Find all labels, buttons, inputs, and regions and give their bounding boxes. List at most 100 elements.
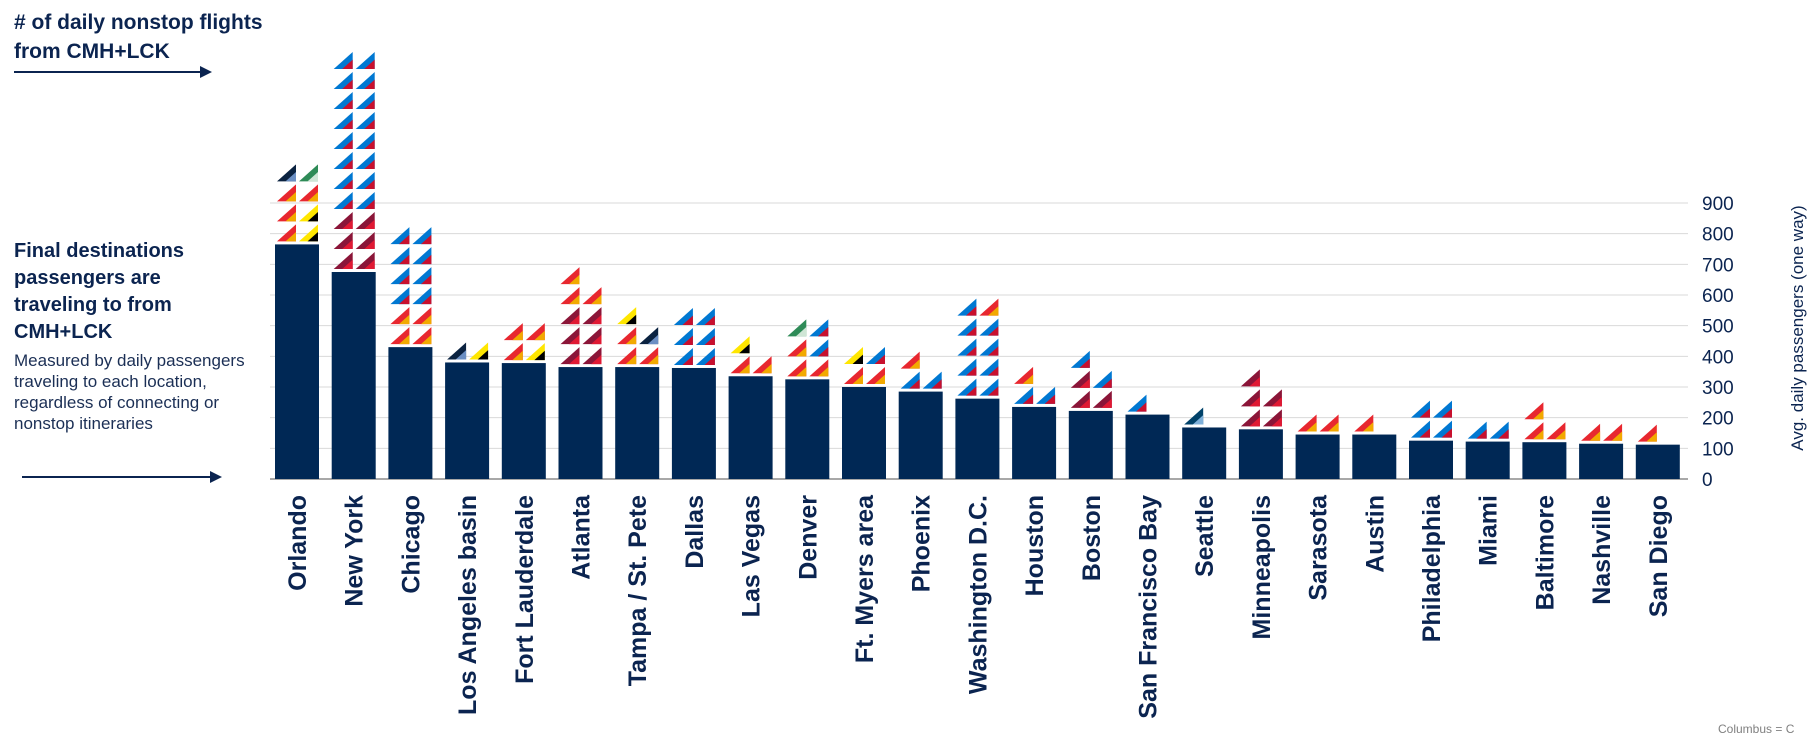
spirit-tail-icon <box>617 307 637 325</box>
southwest-tail-icon <box>730 356 750 374</box>
delta-tail-icon <box>355 232 375 249</box>
y-tick-label: 600 <box>1702 286 1734 307</box>
southwest-tail-icon <box>390 327 410 345</box>
delta-tail-icon <box>1092 390 1112 408</box>
american-tail-icon <box>922 371 942 389</box>
american-tail-icon <box>355 172 375 189</box>
southwest-tail-icon <box>979 298 999 316</box>
southwest-tail-icon <box>1014 366 1034 384</box>
southwest-tail-icon <box>1524 422 1544 440</box>
nonstop-flight-icons <box>277 52 1657 442</box>
american-tail-icon <box>1014 386 1034 404</box>
american-tail-icon <box>957 358 977 376</box>
southwest-tail-icon <box>787 339 807 357</box>
american-tail-icon <box>673 327 693 345</box>
x-tick-label: Tampa / St. Pete <box>624 495 652 686</box>
bar <box>898 391 943 479</box>
frontier-tail-icon <box>787 319 807 337</box>
x-tick-label: Atlanta <box>568 494 596 580</box>
southwest-tail-icon <box>503 323 523 341</box>
southwest-tail-icon <box>560 287 580 305</box>
bar <box>1465 441 1510 479</box>
spirit-tail-icon <box>299 204 318 222</box>
x-tick-label: San Francisco Bay <box>1135 495 1163 719</box>
x-tick-label: Seattle <box>1191 495 1219 577</box>
southwest-tail-icon <box>1354 414 1374 432</box>
bar <box>558 367 603 479</box>
southwest-tail-icon <box>866 367 885 384</box>
y-tick-label: 900 <box>1702 194 1734 215</box>
american-tail-icon <box>355 52 375 69</box>
southwest-tail-icon <box>582 287 602 305</box>
southwest-tail-icon <box>299 184 318 202</box>
nonstop-arrow-line <box>14 71 204 73</box>
spirit-tail-icon <box>730 336 750 354</box>
bar <box>1012 406 1057 479</box>
american-tail-icon <box>695 347 715 365</box>
american-tail-icon <box>979 318 999 336</box>
frontier-tail-icon <box>299 164 318 182</box>
american-tail-icon <box>1411 420 1430 438</box>
x-tick-label: Sarasota <box>1305 494 1333 601</box>
american-tail-icon <box>1489 421 1509 439</box>
delta-tail-icon <box>1262 409 1282 427</box>
southwest-tail-icon <box>1546 422 1566 440</box>
southwest-tail-icon <box>390 307 410 325</box>
y-tick-label: 700 <box>1702 255 1734 276</box>
american-tail-icon <box>957 298 977 316</box>
american-tail-icon <box>957 338 977 356</box>
bar <box>445 362 490 479</box>
american-tail-icon <box>412 227 432 245</box>
american-tail-icon <box>355 132 375 149</box>
bars <box>275 244 1680 479</box>
delta-tail-icon <box>333 252 353 269</box>
southwest-tail-icon <box>787 359 807 377</box>
delta-tail-icon <box>1240 389 1260 407</box>
delta-tail-icon <box>582 347 602 365</box>
american-tail-icon <box>809 319 829 337</box>
southwest-tail-icon <box>1581 423 1601 441</box>
american-tail-icon <box>1127 394 1147 412</box>
united-tail-icon <box>447 342 467 360</box>
x-tick-label: Boston <box>1078 495 1106 581</box>
spirit-tail-icon <box>469 342 489 360</box>
southwest-tail-icon <box>1603 423 1623 441</box>
bar <box>388 347 433 479</box>
y-tick-label: 400 <box>1702 347 1734 368</box>
y-tick-label: 0 <box>1702 470 1713 491</box>
southwest-tail-icon <box>639 347 659 365</box>
american-tail-icon <box>979 378 999 396</box>
final-destinations-legend: Final destinations passengers are travel… <box>14 238 249 434</box>
y-tick-label: 200 <box>1702 409 1734 430</box>
american-tail-icon <box>333 112 353 129</box>
bar <box>1409 440 1453 479</box>
american-tail-icon <box>695 327 715 345</box>
delta-tail-icon <box>355 212 375 229</box>
x-tick-label: Houston <box>1021 495 1049 596</box>
alaska-tail-icon <box>1184 407 1204 425</box>
delta-tail-icon <box>333 232 353 249</box>
bar <box>1068 410 1113 479</box>
american-tail-icon <box>1433 420 1452 438</box>
southwest-tail-icon <box>277 204 296 222</box>
x-tick-label: San Diego <box>1645 495 1673 617</box>
american-tail-icon <box>957 318 977 336</box>
southwest-tail-icon <box>1297 414 1317 432</box>
x-tick-label: Ft. Myers area <box>851 494 879 663</box>
x-tick-label: Phoenix <box>908 495 936 592</box>
southwest-tail-icon <box>844 367 863 384</box>
american-tail-icon <box>390 227 410 245</box>
delta-tail-icon <box>560 327 580 345</box>
x-tick-label: Miami <box>1475 495 1503 566</box>
southwest-tail-icon <box>412 327 432 345</box>
bar <box>331 272 376 479</box>
spirit-tail-icon <box>525 343 545 361</box>
southwest-tail-icon <box>412 307 432 325</box>
american-tail-icon <box>333 92 353 109</box>
american-tail-icon <box>333 192 353 209</box>
american-tail-icon <box>1433 400 1452 418</box>
delta-tail-icon <box>1070 390 1090 408</box>
american-tail-icon <box>412 247 432 265</box>
spirit-tail-icon <box>844 347 863 364</box>
southwest-tail-icon <box>752 356 772 374</box>
